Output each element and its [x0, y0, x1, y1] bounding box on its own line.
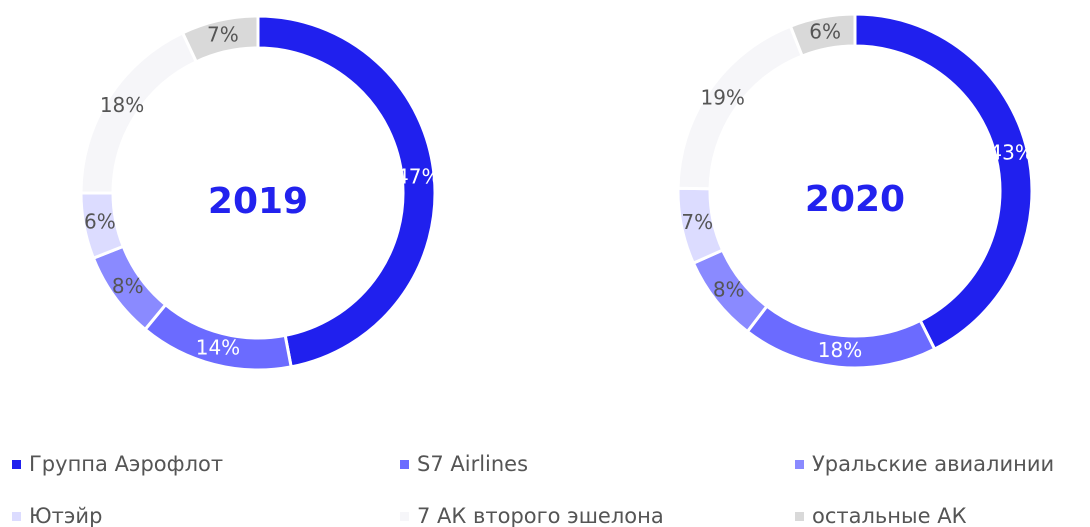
data-label: 8%: [713, 277, 745, 301]
data-label: 6%: [84, 210, 116, 234]
data-label: 7%: [681, 210, 713, 234]
legend-swatch: [400, 460, 409, 469]
data-label: 18%: [818, 338, 862, 362]
donut-title: 2019: [208, 181, 308, 222]
data-label: 6%: [809, 19, 841, 43]
legend-swatch: [12, 460, 21, 469]
data-label: 19%: [700, 86, 744, 110]
donut-segment: [256, 14, 437, 369]
legend-label: остальные АК: [812, 504, 967, 527]
legend-swatch: [795, 512, 804, 521]
data-label: 8%: [112, 274, 144, 298]
donut-title: 2020: [805, 179, 905, 220]
legend-label: S7 Airlines: [417, 452, 528, 476]
legend-swatch: [795, 460, 804, 469]
data-label: 43%: [989, 140, 1033, 164]
legend-label: Группа Аэрофлот: [29, 452, 223, 476]
donut-segment: [788, 12, 857, 58]
data-label: 47%: [396, 164, 440, 188]
legend-swatch: [400, 512, 409, 521]
donut-segment: [180, 14, 260, 64]
data-label: 18%: [100, 93, 144, 117]
legend-swatch: [12, 512, 21, 521]
legend-label: 7 АК второго эшелона: [417, 504, 664, 527]
legend-label: Уральские авиалинии: [812, 452, 1054, 476]
data-label: 14%: [196, 335, 240, 359]
legend-label: Ютэйр: [29, 504, 102, 527]
data-label: 7%: [207, 22, 239, 46]
